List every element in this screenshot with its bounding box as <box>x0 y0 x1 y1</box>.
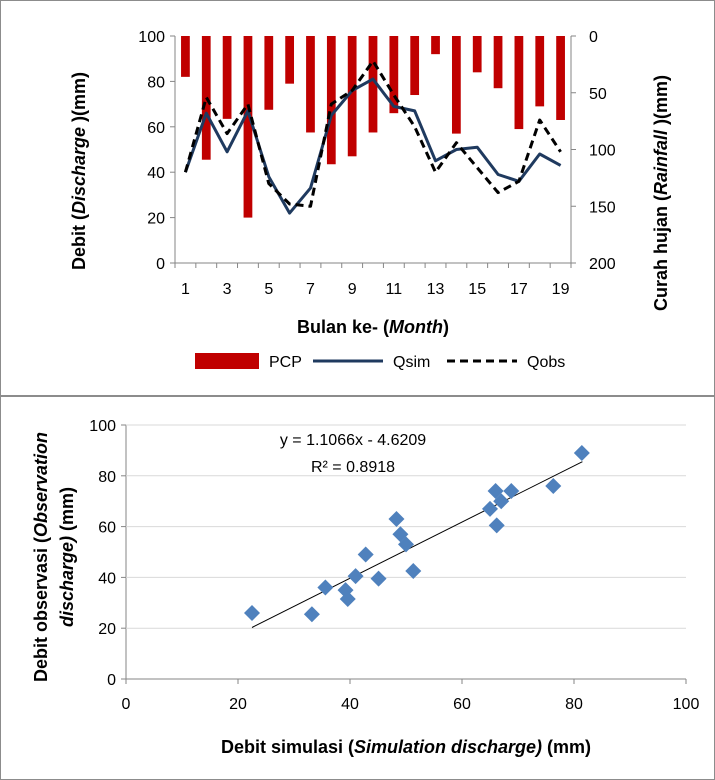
x-tick-label: 17 <box>510 281 528 298</box>
left-tick-label: 100 <box>138 29 165 46</box>
legend-qsim-label: Qsim <box>393 354 430 371</box>
x-tick-label: 7 <box>306 281 315 298</box>
scatter-point <box>357 546 374 563</box>
pcp-bar <box>264 36 274 110</box>
y-axis-title-line2: discharge) (mm) <box>57 487 77 627</box>
x-tick-label: 9 <box>348 281 357 298</box>
y-tick-label: 0 <box>107 672 116 689</box>
scatter-point <box>303 606 320 623</box>
pcp-bar <box>326 36 336 165</box>
x-tick-label: 1 <box>181 281 190 298</box>
x-tick-label: 20 <box>229 696 247 713</box>
y-tick-label: 40 <box>98 570 116 587</box>
x-tick-label: 60 <box>453 696 471 713</box>
pcp-bar <box>243 36 253 218</box>
pcp-bar <box>222 36 232 119</box>
scatter-point <box>347 568 364 585</box>
y-tick-label: 60 <box>98 520 116 537</box>
scatter-point <box>317 579 334 596</box>
scatter-point <box>488 517 505 534</box>
x-tick-label: 80 <box>565 696 583 713</box>
pcp-bar <box>451 36 461 134</box>
scatter-point <box>388 510 405 527</box>
scatter-point <box>339 590 356 607</box>
trendline <box>251 461 583 628</box>
y-axis-title-line1: Debit observasi (Observation <box>31 432 51 682</box>
x-tick-label: 19 <box>552 281 570 298</box>
pcp-bar <box>514 36 524 130</box>
scatter-point <box>482 500 498 517</box>
y-tick-label: 20 <box>98 621 116 638</box>
qsim-line <box>183 77 562 215</box>
pcp-bar <box>431 36 440 55</box>
x-tick-label: 13 <box>427 281 445 298</box>
left-tick-label: 40 <box>147 165 165 182</box>
right-tick-label: 200 <box>589 256 616 273</box>
pcp-bar <box>410 36 420 96</box>
legend-pcp-swatch <box>195 353 259 369</box>
pcp-bar <box>389 36 399 114</box>
scatter-point <box>573 444 590 461</box>
x-tick-label: 0 <box>122 696 131 713</box>
legend-qobs-label: Qobs <box>527 354 565 371</box>
scatter-chart-panel: 0 20 40 60 80 100 0 20 40 60 80 100 y = 1.1066x - 4.… <box>0 396 715 780</box>
right-tick-label: 50 <box>589 86 607 103</box>
pcp-bar <box>493 36 503 89</box>
pcp-bar <box>556 36 565 120</box>
x-tick-label: 15 <box>468 281 486 298</box>
left-y-axis-title: Debit (Discharge )(mm) <box>69 72 89 270</box>
pcp-bar <box>285 36 295 84</box>
right-y-axis-title: Curah hujan (Rainfall )(mm) <box>651 75 671 311</box>
scatter-point <box>545 477 562 494</box>
x-tick-label: 11 <box>386 281 403 298</box>
x-tick-label: 5 <box>264 281 273 298</box>
pcp-bar <box>472 36 482 73</box>
left-tick-label: 60 <box>147 120 165 137</box>
right-tick-label: 150 <box>589 199 616 216</box>
x-tick-label: 3 <box>223 281 232 298</box>
y-tick-label: 100 <box>89 418 116 435</box>
scatter-point <box>398 536 414 553</box>
right-tick-label: 100 <box>589 143 616 160</box>
pcp-bar <box>181 36 190 77</box>
qobs-line <box>183 59 562 208</box>
scatter-point <box>405 563 422 580</box>
scatter-point <box>244 604 260 621</box>
pcp-bar <box>347 36 357 157</box>
legend-pcp-label: PCP <box>269 354 302 371</box>
scatter-point <box>493 493 510 510</box>
scatter-point <box>370 570 387 587</box>
legend: PCP Qsim Qobs <box>195 353 565 371</box>
x-tick-label: 40 <box>341 696 359 713</box>
y-tick-label: 80 <box>98 469 116 486</box>
r-squared-label: R² = 0.8918 <box>311 459 395 476</box>
x-axis-title: Bulan ke- (Month) <box>297 317 449 337</box>
right-tick-label: 0 <box>589 29 598 46</box>
trendline-equation: y = 1.1066x - 4.6209 <box>280 432 426 449</box>
pcp-bar <box>368 36 378 133</box>
pcp-bar <box>535 36 545 107</box>
discharge-rainfall-chart-panel: 0 20 40 60 80 100 0 50 100 150 200 1 3 5 7 9 11 13 15 17 19 B… <box>0 0 715 396</box>
left-tick-label: 20 <box>147 211 165 228</box>
x-tick-label: 100 <box>673 696 700 713</box>
x-axis-title: Debit simulasi (Simulation discharge) (m… <box>221 737 591 757</box>
pcp-bar <box>306 36 315 133</box>
scatter-point <box>487 483 504 500</box>
observed-vs-simulated-scatter-chart: 0 20 40 60 80 100 0 20 40 60 80 100 y = 1.1066x - 4.… <box>31 418 700 757</box>
left-tick-label: 0 <box>156 256 165 273</box>
left-tick-label: 80 <box>147 74 165 91</box>
scatter-point <box>503 483 520 500</box>
